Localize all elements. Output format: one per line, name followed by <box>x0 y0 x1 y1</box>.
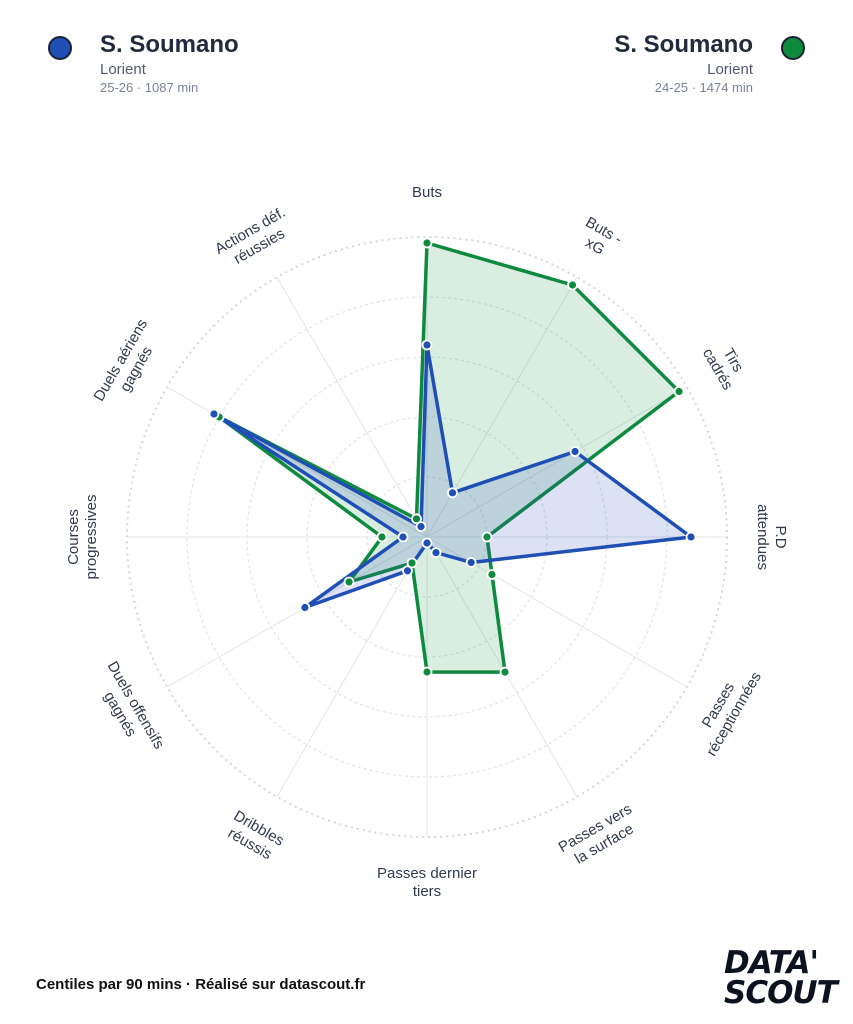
logo-line-1: DATA' <box>724 945 819 981</box>
series-1-point-11 <box>208 408 220 420</box>
grid-spoke-6 <box>426 536 578 798</box>
player-a-color-dot <box>48 36 72 60</box>
grid-spoke-9 <box>166 536 428 688</box>
series-2-point-7 <box>421 666 433 678</box>
axis-label-5: Passesréceptionnées <box>688 660 765 759</box>
axis-label-12: Actions déf.réussies <box>212 204 297 274</box>
axis-label-9: Duels offensifsgagnés <box>88 659 167 761</box>
series-2-point-10 <box>376 531 388 543</box>
series-1-point-10 <box>397 531 409 543</box>
series-2-point-5 <box>486 569 498 580</box>
axis-label-1: Buts <box>412 184 442 201</box>
series-2-point-9 <box>343 576 355 588</box>
datascout-logo: DATA' SCOUT <box>724 945 838 1014</box>
series-1-point-8 <box>402 565 413 577</box>
footer-caption: Centiles par 90 mins · Réalisé sur datas… <box>36 976 366 993</box>
series-2-point-12 <box>411 513 422 525</box>
series-1-point-2 <box>447 487 458 499</box>
axis-label-2: Buts -xG <box>574 214 625 264</box>
axis-label-8: Dribblesréussis <box>222 807 287 865</box>
player-b-club: Lorient <box>707 61 753 78</box>
series-2-point-1 <box>421 237 433 249</box>
series-1-point-9 <box>299 602 311 613</box>
grid-spoke-8 <box>276 536 428 798</box>
player-b-name: S. Soumano <box>614 31 753 58</box>
axis-label-7: Passes dernier tiers <box>377 865 477 900</box>
series-1-point-4 <box>685 531 697 543</box>
player-a-meta: 25-26 · 1087 min <box>100 80 199 95</box>
series-2-point-8 <box>406 557 418 569</box>
series-2-point-2 <box>567 279 578 291</box>
grid-spoke-12 <box>276 276 428 538</box>
player-a-club: Lorient <box>100 61 146 78</box>
logo-line-2: SCOUT <box>724 975 838 1011</box>
series-2-point-6 <box>499 666 511 678</box>
series-1-point-5 <box>465 557 477 568</box>
axis-label-6: Passes versla surface <box>556 801 644 872</box>
series-1-point-6 <box>430 547 442 558</box>
axis-label-10: Coursesprogressives <box>65 494 100 579</box>
series-2-point-3 <box>673 386 685 397</box>
series-1-point-7 <box>421 537 433 549</box>
axis-label-11: Duels aériensgagnés <box>91 316 167 413</box>
player-b-color-dot <box>781 36 805 60</box>
player-b-meta: 24-25 · 1474 min <box>654 80 753 95</box>
series-1-point-12 <box>415 521 427 533</box>
series-2-point-4 <box>481 531 493 543</box>
player-a-name: S. Soumano <box>100 31 239 58</box>
series-1-point-1 <box>421 339 433 351</box>
grid-spoke-3 <box>426 386 688 538</box>
axis-label-3: Tirscadrés <box>699 337 752 393</box>
axis-label-4: P.Dattendues <box>754 504 789 570</box>
series-1-point-3 <box>569 446 581 457</box>
